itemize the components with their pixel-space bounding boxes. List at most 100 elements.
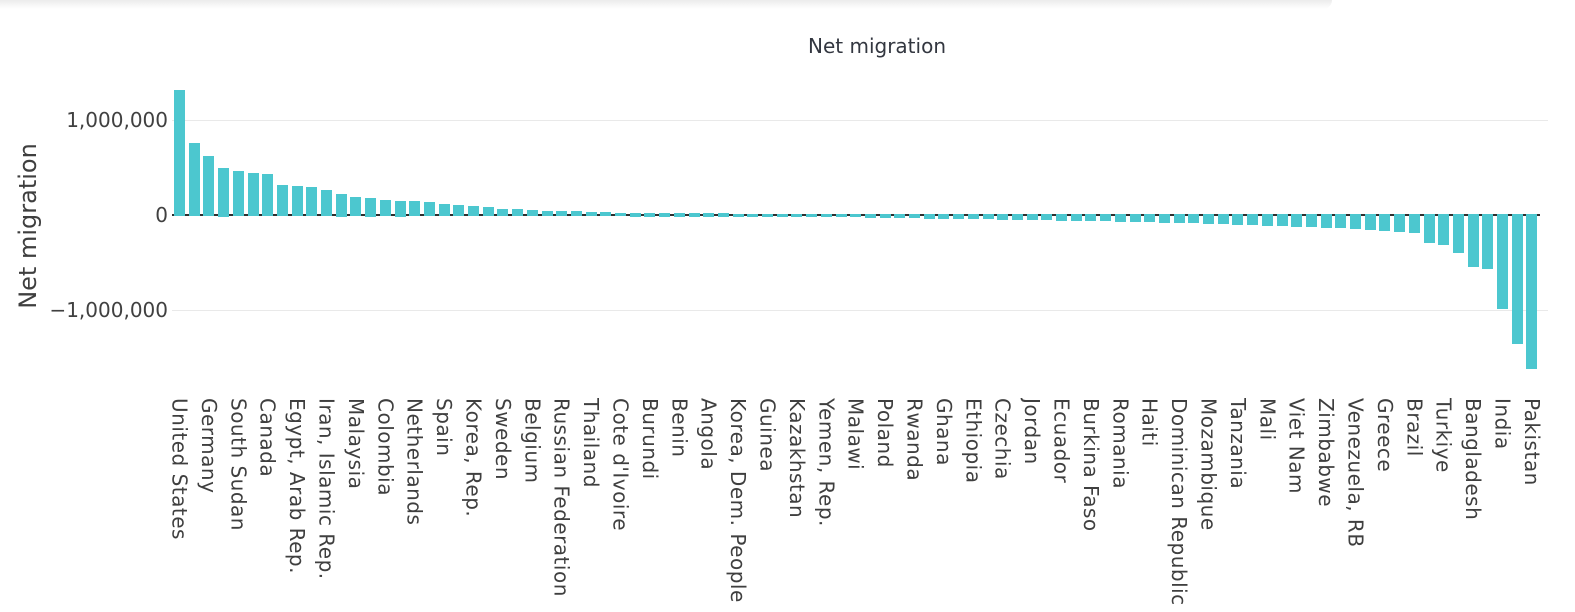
bar[interactable] xyxy=(394,200,406,217)
bar[interactable] xyxy=(762,213,773,217)
bar[interactable] xyxy=(291,186,303,217)
bar[interactable] xyxy=(1452,213,1464,253)
bar[interactable] xyxy=(1467,213,1479,267)
bar[interactable] xyxy=(879,213,891,219)
bar[interactable] xyxy=(1203,213,1214,224)
bar[interactable] xyxy=(1188,213,1200,224)
bar[interactable] xyxy=(776,213,788,217)
bar[interactable] xyxy=(659,213,671,217)
bar[interactable] xyxy=(1026,213,1038,220)
bar[interactable] xyxy=(379,199,391,217)
bar[interactable] xyxy=(1276,213,1288,227)
bar[interactable] xyxy=(615,212,626,217)
bar[interactable] xyxy=(1261,213,1273,226)
bar[interactable] xyxy=(997,213,1009,220)
bar[interactable] xyxy=(1320,213,1332,228)
bar[interactable] xyxy=(938,213,950,219)
bar[interactable] xyxy=(365,198,377,217)
bar[interactable] xyxy=(1305,213,1317,228)
bar[interactable] xyxy=(1232,213,1244,225)
bar[interactable] xyxy=(644,213,656,217)
bar[interactable] xyxy=(453,205,465,217)
bar[interactable] xyxy=(174,89,185,217)
bar[interactable] xyxy=(982,213,994,220)
bar[interactable] xyxy=(423,201,435,217)
bar[interactable] xyxy=(1408,213,1420,233)
bar[interactable] xyxy=(1394,213,1406,232)
bar[interactable] xyxy=(1291,213,1303,227)
bar[interactable] xyxy=(923,213,935,219)
bar[interactable] xyxy=(1056,213,1067,221)
bar[interactable] xyxy=(1070,213,1082,221)
bar[interactable] xyxy=(600,212,612,217)
bar[interactable] xyxy=(1129,213,1141,222)
bar[interactable] xyxy=(864,213,876,218)
bar[interactable] xyxy=(967,213,979,220)
bar[interactable] xyxy=(556,211,568,217)
bar[interactable] xyxy=(703,213,715,217)
bar[interactable] xyxy=(218,167,230,217)
bar[interactable] xyxy=(276,184,288,217)
bar[interactable] xyxy=(1217,213,1229,225)
bar[interactable] xyxy=(850,213,862,218)
bar[interactable] xyxy=(350,196,362,217)
bar[interactable] xyxy=(247,172,259,217)
x-axis-label: Burkina Faso xyxy=(1078,398,1103,532)
bar[interactable] xyxy=(1100,213,1112,222)
bar[interactable] xyxy=(1173,213,1185,224)
bar[interactable] xyxy=(1247,213,1259,226)
bar[interactable] xyxy=(791,213,803,217)
bar[interactable] xyxy=(688,213,700,217)
bar[interactable] xyxy=(188,142,200,217)
bar[interactable] xyxy=(1041,213,1053,221)
bar[interactable] xyxy=(894,213,906,219)
bar[interactable] xyxy=(526,209,538,217)
bar[interactable] xyxy=(497,208,509,217)
bar[interactable] xyxy=(1379,213,1391,231)
bar[interactable] xyxy=(468,205,479,217)
bar[interactable] xyxy=(409,201,421,217)
bar[interactable] xyxy=(321,189,332,217)
bar[interactable] xyxy=(570,211,582,217)
x-axis-label: Benin xyxy=(667,398,692,458)
bar[interactable] xyxy=(203,156,215,217)
bar[interactable] xyxy=(232,171,244,217)
bar[interactable] xyxy=(1526,213,1538,369)
bar[interactable] xyxy=(1144,213,1156,223)
bar[interactable] xyxy=(1085,213,1097,222)
bar[interactable] xyxy=(1364,213,1376,230)
bar[interactable] xyxy=(1511,213,1523,345)
bar[interactable] xyxy=(1114,213,1126,222)
gridline xyxy=(172,310,1548,311)
bar[interactable] xyxy=(1482,213,1494,270)
bar[interactable] xyxy=(1497,213,1508,310)
bar[interactable] xyxy=(732,213,744,217)
bar[interactable] xyxy=(953,213,965,219)
bar[interactable] xyxy=(820,213,832,217)
bar[interactable] xyxy=(747,213,759,217)
x-axis-label: Korea, Rep. xyxy=(461,398,486,518)
bar[interactable] xyxy=(1158,213,1170,223)
bar[interactable] xyxy=(1423,213,1435,243)
bar[interactable] xyxy=(262,173,274,217)
bar[interactable] xyxy=(1335,213,1347,229)
bar[interactable] xyxy=(909,213,920,219)
bar[interactable] xyxy=(512,209,524,217)
bar[interactable] xyxy=(1011,213,1023,220)
bar[interactable] xyxy=(438,204,450,217)
bar[interactable] xyxy=(482,206,494,217)
bar[interactable] xyxy=(717,213,729,217)
bar[interactable] xyxy=(806,213,818,217)
x-axis-label: Sweden xyxy=(490,398,515,481)
bar[interactable] xyxy=(673,213,685,217)
bar[interactable] xyxy=(835,213,847,218)
bar[interactable] xyxy=(306,187,318,217)
bar[interactable] xyxy=(1350,213,1361,230)
bar[interactable] xyxy=(1438,213,1450,246)
x-axis-label: Haiti xyxy=(1137,398,1162,447)
bar[interactable] xyxy=(335,193,347,217)
bar[interactable] xyxy=(541,210,553,217)
legend[interactable]: Net migration xyxy=(763,34,946,58)
bar[interactable] xyxy=(585,211,597,217)
bar[interactable] xyxy=(629,213,641,217)
